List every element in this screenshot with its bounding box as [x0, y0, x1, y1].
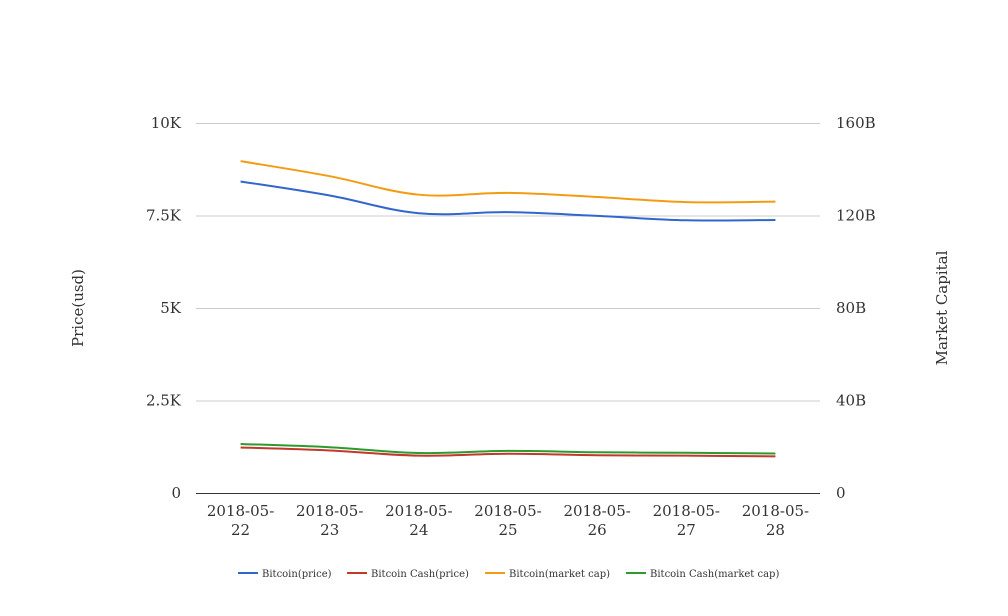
series-lines — [240, 160, 776, 458]
left-axis-title: Price(usd) — [69, 269, 87, 347]
legend-label: Bitcoin(price) — [262, 569, 332, 580]
right-tick-label: 160B — [836, 114, 876, 132]
legend-label: Bitcoin Cash(market cap) — [650, 569, 779, 580]
x-tick-label: 2018-05-28 — [742, 502, 809, 539]
left-tick-label: 2.5K — [146, 392, 182, 410]
x-axis-ticks: 2018-05-22 2018-05-23 2018-05-24 2018-05-25… — [207, 502, 809, 539]
x-tick-label: 2018-05-26 — [563, 502, 630, 539]
right-axis-ticks: 0 40B 80B 120B 160B — [836, 114, 876, 502]
series-line-bitcoin-price — [240, 180, 776, 222]
x-tick-label: 2018-05-25 — [474, 502, 541, 539]
x-tick-label: 2018-05-23 — [296, 502, 363, 539]
x-tick-label: 2018-05-27 — [653, 502, 720, 539]
legend-label: Bitcoin Cash(price) — [371, 569, 469, 580]
series-line-bitcoin-cash-price — [240, 446, 776, 458]
series-line-bitcoin-cash-market-cap — [240, 442, 776, 455]
x-tick-label: 2018-05-22 — [207, 502, 274, 539]
right-tick-label: 120B — [836, 207, 876, 225]
gridlines — [196, 123, 820, 402]
right-tick-label: 40B — [836, 392, 866, 410]
series-line-bitcoin-market-cap — [240, 160, 776, 204]
left-tick-label: 7.5K — [146, 207, 182, 225]
left-tick-label: 0 — [171, 484, 181, 502]
left-tick-label: 10K — [151, 114, 182, 132]
right-tick-label: 0 — [836, 484, 846, 502]
legend: Bitcoin(price) Bitcoin Cash(price) Bitcoin… — [238, 569, 779, 580]
legend-label: Bitcoin(market cap) — [509, 569, 610, 580]
x-tick-label: 2018-05-24 — [385, 502, 452, 539]
right-tick-label: 80B — [836, 299, 866, 317]
left-tick-label: 5K — [160, 299, 182, 317]
left-axis-ticks: 0 2.5K 5K 7.5K 10K — [146, 114, 182, 502]
right-axis-title: Market Capital — [933, 250, 951, 365]
